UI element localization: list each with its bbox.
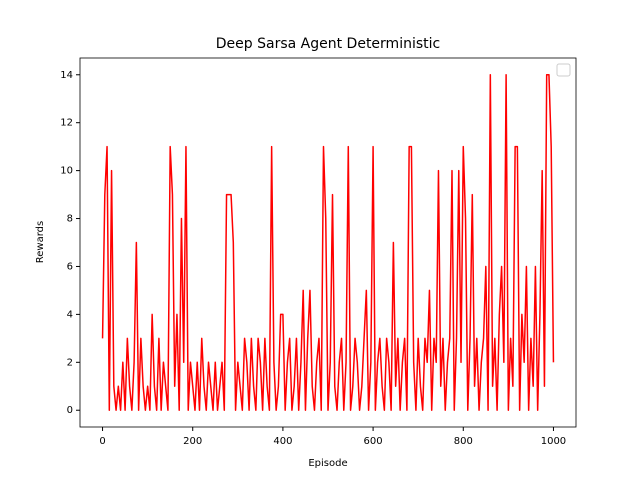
y-tick-label: 12 — [60, 118, 73, 129]
y-tick-label: 6 — [67, 261, 73, 272]
x-tick-label: 200 — [183, 436, 202, 447]
y-tick-label: 10 — [60, 166, 73, 177]
x-tick-label: 0 — [99, 436, 105, 447]
axes-frame — [79, 57, 577, 428]
chart-title: Deep Sarsa Agent Deterministic — [216, 36, 440, 52]
y-axis-label: Rewards — [35, 221, 46, 263]
y-tick-label: 0 — [67, 405, 73, 416]
y-tick-label: 2 — [67, 357, 73, 368]
x-tick-label: 600 — [364, 436, 383, 447]
legend — [556, 63, 571, 77]
y-tick-label: 4 — [67, 309, 73, 320]
x-axis-label: Episode — [308, 458, 347, 469]
x-tick-label: 800 — [454, 436, 473, 447]
data-line — [101, 74, 555, 411]
plot-area — [101, 74, 555, 411]
x-tick-label: 1000 — [541, 436, 566, 447]
y-tick-label: 8 — [67, 214, 73, 225]
y-tick-label: 14 — [60, 70, 73, 81]
x-tick-label: 400 — [273, 436, 292, 447]
